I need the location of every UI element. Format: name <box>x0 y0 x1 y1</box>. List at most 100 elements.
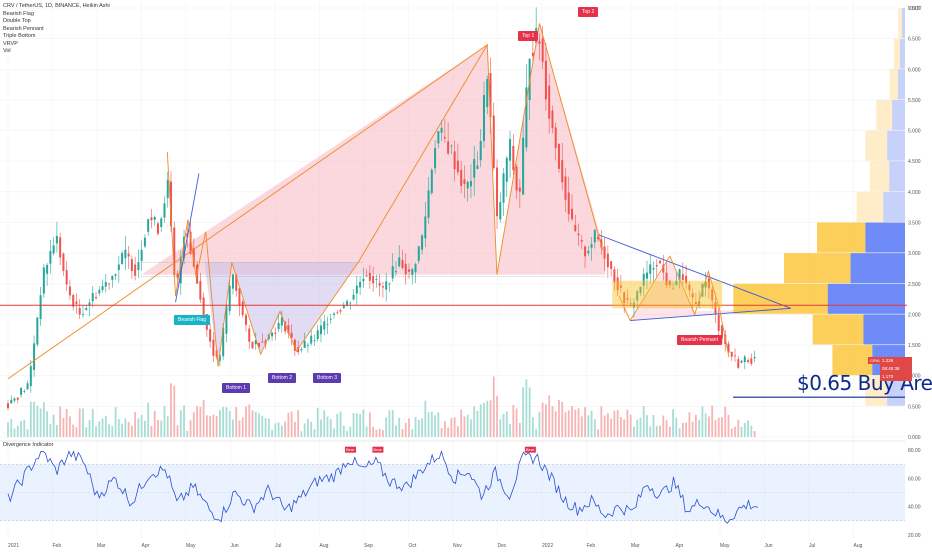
volume-bar <box>228 411 231 437</box>
legend-bearish-flag[interactable]: Bearish Flag <box>3 10 34 17</box>
price-tick-label: 7.000 <box>908 6 921 12</box>
legend-double-top[interactable]: Double Top <box>3 18 31 24</box>
volume-bar <box>476 410 479 437</box>
volume-bar <box>88 420 91 437</box>
volume-bar <box>457 426 459 437</box>
time-tick-label: May <box>720 543 730 549</box>
candle-body <box>156 223 159 234</box>
price-tick-label: 3.500 <box>908 221 921 227</box>
volume-profile-up <box>898 8 903 39</box>
candle-body <box>447 141 450 154</box>
candle-body <box>401 260 404 269</box>
volume-bar <box>173 385 176 437</box>
candle-body <box>65 270 68 285</box>
volume-bar <box>512 404 515 437</box>
candle-body <box>238 288 241 306</box>
volume-bar <box>232 419 234 437</box>
candle-body <box>254 340 257 345</box>
volume-profile-up <box>865 375 888 406</box>
time-tick-label: Apr <box>142 543 150 549</box>
volume-bar <box>251 410 254 437</box>
legend-vol[interactable]: Vol <box>3 48 11 54</box>
volume-bar <box>649 426 652 437</box>
volume-bar <box>753 431 756 437</box>
candle-body <box>460 169 463 186</box>
candle-body <box>160 218 163 228</box>
volume-bar <box>186 430 189 437</box>
candle-body <box>323 321 326 330</box>
volume-bar <box>678 428 681 437</box>
candle-body <box>417 246 420 261</box>
candle-body <box>235 274 238 291</box>
volume-profile <box>733 8 905 406</box>
volume-bar <box>284 421 287 437</box>
candle-body <box>440 127 443 133</box>
volume-bar <box>280 425 283 437</box>
candle-body <box>33 343 36 370</box>
volume-bar <box>391 410 394 437</box>
legend-bearish-pennant[interactable]: Bearish Pennant <box>3 25 44 32</box>
candle-body <box>362 278 365 282</box>
volume-bar <box>652 414 655 437</box>
candle-body <box>714 301 717 314</box>
time-tick-label: Mar <box>97 543 106 549</box>
volume-bar <box>245 406 247 437</box>
volume-bar <box>525 379 528 437</box>
candle-body <box>244 315 247 325</box>
legend-vrvp[interactable]: VRVP <box>3 40 18 47</box>
candle-body <box>424 216 427 239</box>
volume-bar <box>577 408 580 437</box>
candle-body <box>101 286 104 291</box>
volume-bar <box>711 405 714 437</box>
candle-body <box>52 245 55 254</box>
volume-profile-up <box>869 161 890 192</box>
candle-body <box>681 274 684 281</box>
volume-bar <box>613 410 616 437</box>
volume-bar <box>440 427 443 437</box>
candle-body <box>49 250 52 264</box>
volume-bar <box>163 405 166 437</box>
candle-body <box>241 301 244 315</box>
candle-body <box>492 115 495 168</box>
volume-bar <box>499 419 502 437</box>
candle-body <box>319 325 322 335</box>
price-tick-label: 1.500 <box>908 343 921 349</box>
volume-bar <box>450 418 453 437</box>
indicator-tick-label: 80.00 <box>908 448 921 454</box>
candle-body <box>13 398 16 401</box>
candle-body <box>580 240 583 242</box>
candle-body <box>355 285 358 294</box>
volume-bar <box>359 414 361 437</box>
candle-body <box>463 179 466 184</box>
candle-body <box>512 145 515 171</box>
candle-body <box>662 264 665 273</box>
volume-bar <box>633 426 635 437</box>
candle-body <box>98 289 101 294</box>
volume-bar <box>196 406 198 437</box>
bottom3-label: Bottom 3 <box>313 373 342 383</box>
volume-bar <box>303 423 306 437</box>
candle-body <box>349 302 352 304</box>
volume-bar <box>235 407 238 437</box>
candle-body <box>747 360 750 363</box>
volume-bar <box>219 410 221 437</box>
candle-body <box>557 143 560 169</box>
price-tick-label: 4.500 <box>908 159 921 165</box>
legend-triple-bottom[interactable]: Triple Bottom <box>3 33 36 39</box>
candle-body <box>610 261 613 269</box>
candle-body <box>554 127 557 149</box>
volume-bar <box>199 406 202 437</box>
candle-body <box>649 264 652 274</box>
time-tick-label: Mar <box>631 543 640 549</box>
candle-body <box>365 275 368 277</box>
volume-bar <box>117 419 120 437</box>
volume-bar <box>668 426 671 437</box>
time-tick-label: Oct <box>409 543 417 549</box>
candle-body <box>55 235 58 244</box>
volume-bar <box>463 416 466 437</box>
candle-body <box>489 73 492 118</box>
volume-profile-up <box>832 345 873 376</box>
volume-bar <box>137 418 140 437</box>
candle-body <box>140 249 143 261</box>
